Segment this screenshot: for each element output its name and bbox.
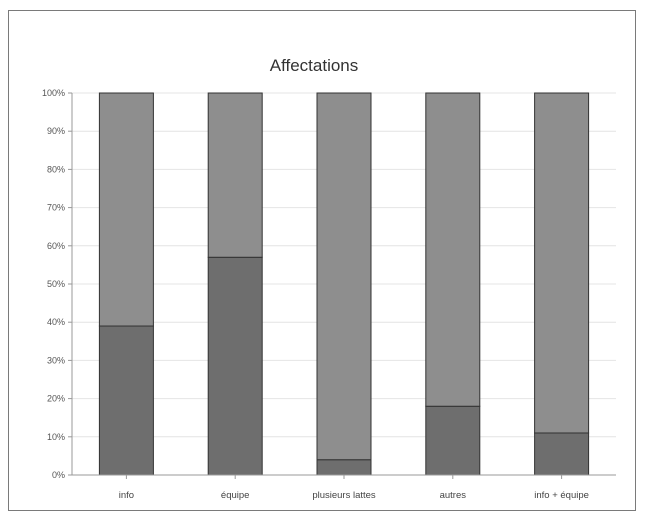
y-tick-label: 20% bbox=[47, 394, 65, 404]
x-tick-label: info + équipe bbox=[534, 490, 589, 501]
bar-segment bbox=[425, 405, 481, 476]
x-tick-label: plusieurs lattes bbox=[312, 490, 376, 501]
y-tick-label: 30% bbox=[47, 355, 65, 365]
bar-segment bbox=[534, 432, 590, 476]
y-axis: 0% 10% 20% 30% 40% 50% 60% 70% 80% 90% 100% bbox=[42, 88, 73, 480]
x-tick-label: autres bbox=[440, 490, 467, 501]
x-tick-label: équipe bbox=[221, 490, 250, 501]
y-tick-label: 0% bbox=[52, 470, 65, 480]
bar-segment bbox=[207, 92, 263, 258]
bar-segment bbox=[98, 92, 154, 327]
y-tick-label: 10% bbox=[47, 432, 65, 442]
y-tick-label: 80% bbox=[47, 164, 65, 174]
y-tick-label: 100% bbox=[42, 88, 65, 98]
y-tick-label: 60% bbox=[47, 241, 65, 251]
bar-segment bbox=[534, 92, 590, 434]
chart-title: Affectations bbox=[270, 56, 359, 75]
y-tick-label: 40% bbox=[47, 317, 65, 327]
bar-segment bbox=[425, 92, 481, 407]
y-tick-label: 90% bbox=[47, 126, 65, 136]
bar-segment bbox=[316, 92, 372, 461]
bar-segment bbox=[316, 459, 372, 476]
bar-segment bbox=[207, 256, 263, 476]
bars bbox=[98, 92, 590, 476]
x-tick-label: info bbox=[119, 490, 134, 501]
x-axis: info équipe plusieurs lattes autres info + é… bbox=[72, 474, 616, 501]
bar-segment bbox=[98, 325, 154, 476]
y-tick-label: 70% bbox=[47, 203, 65, 213]
y-tick-label: 50% bbox=[47, 279, 65, 289]
